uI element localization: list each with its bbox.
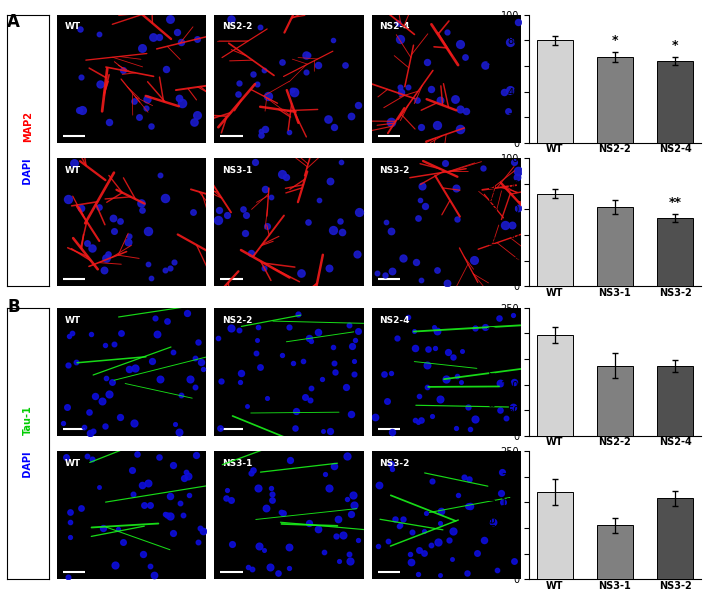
Y-axis label: Dendritic length (um): Dendritic length (um) (489, 26, 498, 132)
Text: DAPI: DAPI (23, 452, 33, 481)
Bar (657, 218, 693, 286)
Bar (597, 207, 633, 286)
Bar (597, 366, 633, 436)
Text: MAP2: MAP2 (23, 111, 33, 142)
Bar (537, 335, 573, 436)
Text: Tau-1: Tau-1 (23, 405, 33, 436)
Bar (537, 492, 573, 579)
Text: WT: WT (64, 22, 81, 31)
Bar (657, 61, 693, 143)
Y-axis label: Dendritic length (um): Dendritic length (um) (489, 169, 498, 275)
Text: WT: WT (64, 459, 81, 468)
Y-axis label: Axonal length (um): Axonal length (um) (488, 468, 498, 562)
Bar (597, 525, 633, 579)
Text: NS2-4: NS2-4 (379, 22, 410, 31)
Text: **: ** (668, 196, 682, 209)
Bar (657, 366, 693, 436)
Bar (537, 194, 573, 286)
Text: NS2-2: NS2-2 (222, 22, 252, 31)
Text: NS3-1: NS3-1 (222, 459, 252, 468)
Text: WT: WT (64, 316, 81, 324)
Text: NS2-4: NS2-4 (379, 316, 410, 324)
Y-axis label: Axonal length (um): Axonal length (um) (488, 325, 498, 419)
Text: A: A (7, 13, 20, 31)
Text: NS3-2: NS3-2 (379, 459, 409, 468)
Text: NS3-2: NS3-2 (379, 166, 409, 175)
Bar (657, 498, 693, 579)
Bar (537, 40, 573, 143)
Text: *: * (612, 34, 618, 47)
Text: NS2-2: NS2-2 (222, 316, 252, 324)
Text: B: B (7, 298, 20, 316)
Bar (597, 57, 633, 143)
Text: WT: WT (64, 166, 81, 175)
Text: *: * (672, 39, 678, 52)
Text: NS3-1: NS3-1 (222, 166, 252, 175)
Text: DAPI: DAPI (23, 158, 33, 188)
